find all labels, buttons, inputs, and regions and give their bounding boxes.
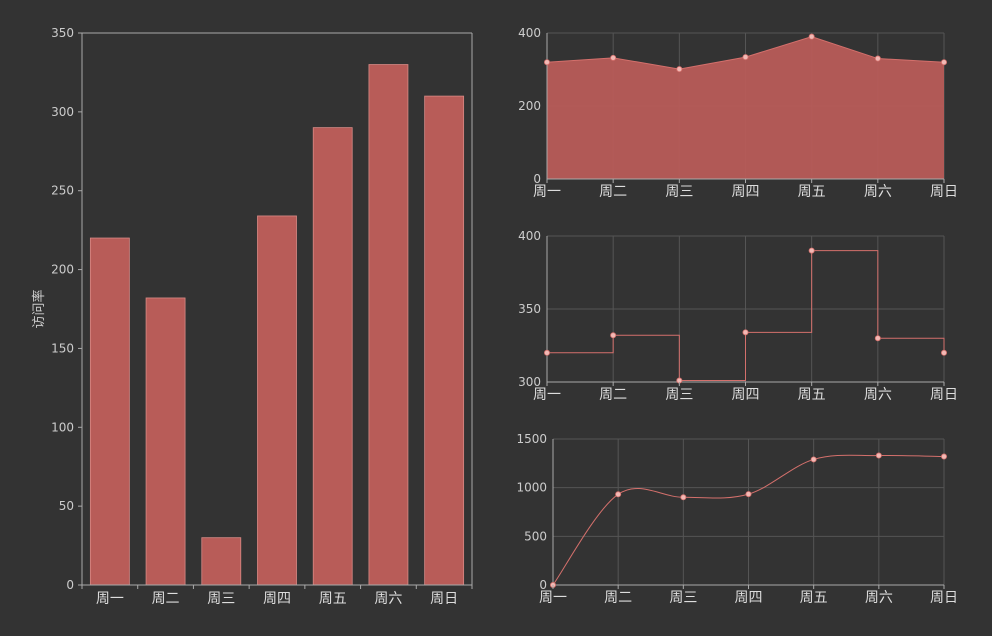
area-chart: 0 200 400 周一 周二 周三 周四 周五 周六 周日 [518, 26, 958, 200]
bar-6 [368, 64, 409, 586]
x-tick-label: 周三 [207, 591, 235, 607]
y-tick-label: 250 [51, 184, 74, 198]
y-axis-label: 访问率 [31, 289, 47, 328]
y-tick-label: 150 [51, 341, 74, 355]
data-point-7 [941, 349, 948, 356]
x-tick-label: 周日 [430, 591, 458, 607]
y-tick-label: 0 [533, 172, 541, 186]
x-tick-label: 周五 [798, 184, 826, 200]
y-tick-label: 350 [518, 302, 541, 316]
y-tick-label: 400 [518, 229, 541, 243]
bar-7 [424, 95, 465, 586]
x-tick-label: 周二 [599, 387, 627, 403]
x-tick-label: 周日 [930, 184, 958, 200]
data-point-2 [610, 54, 617, 61]
x-tick-label: 周四 [732, 184, 760, 200]
x-tick-label: 周五 [798, 387, 826, 403]
x-tick-label: 周三 [665, 387, 693, 403]
y-tick-label: 350 [51, 26, 74, 40]
data-point-2 [610, 332, 617, 339]
y-tick-label: 300 [51, 105, 74, 119]
x-tick-label: 周一 [539, 590, 567, 606]
data-point-3 [680, 494, 687, 501]
y-tick-label: 200 [51, 263, 74, 277]
data-point-1 [544, 349, 551, 356]
x-tick-label: 周四 [732, 387, 760, 403]
x-tick-label: 周二 [604, 590, 632, 606]
bar-3 [201, 537, 242, 586]
y-tick-label: 200 [518, 99, 541, 113]
y-tick-label: 500 [524, 529, 547, 543]
x-tick-label: 周三 [669, 590, 697, 606]
step-line-chart: 300 350 400 周一 周二 周三 周四 周五 周六 周日 [518, 229, 958, 403]
x-tick-label: 周日 [930, 590, 958, 606]
x-tick-label: 周二 [152, 591, 180, 607]
bar-chart-visits: 0 50 100 150 200 250 300 350 周一 周二 周三 周四 周五 周六 周日 访问率 [31, 26, 473, 607]
x-tick-label: 周日 [930, 387, 958, 403]
bar-2 [145, 297, 186, 586]
y-tick-label: 300 [518, 375, 541, 389]
data-point-6 [874, 335, 881, 342]
data-point-7 [941, 453, 948, 460]
y-tick-label: 0 [539, 578, 547, 592]
x-tick-label: 周六 [864, 184, 892, 200]
y-tick-label: 0 [66, 578, 74, 592]
data-point-4 [742, 329, 749, 336]
data-point-5 [808, 247, 815, 254]
data-point-3 [676, 66, 683, 73]
y-tick-label: 1500 [516, 432, 547, 446]
x-tick-label: 周六 [374, 591, 402, 607]
data-point-5 [808, 33, 815, 40]
data-point-2 [615, 491, 622, 498]
y-tick-label: 400 [518, 26, 541, 40]
bar-4 [257, 215, 297, 586]
x-tick-label: 周一 [533, 184, 561, 200]
area-fill [547, 36, 944, 180]
smooth-line-chart: 0 500 1000 1500 周一 周二 周三 周四 周五 周六 周日 [516, 432, 958, 606]
data-point-6 [874, 55, 881, 62]
x-tick-label: 周二 [599, 184, 627, 200]
y-tick-label: 1000 [516, 481, 547, 495]
data-point-4 [742, 54, 749, 61]
y-tick-label: 100 [51, 420, 74, 434]
y-tick-label: 50 [59, 499, 74, 513]
data-point-6 [875, 452, 882, 459]
x-tick-label: 周一 [533, 387, 561, 403]
bar-1 [89, 237, 130, 586]
data-point-7 [941, 59, 948, 66]
x-tick-label: 周三 [665, 184, 693, 200]
x-tick-label: 周四 [263, 591, 291, 607]
x-tick-label: 周五 [319, 591, 347, 607]
x-tick-label: 周六 [864, 387, 892, 403]
bar-5 [312, 127, 353, 586]
x-tick-label: 周四 [735, 590, 763, 606]
data-point-5 [810, 456, 817, 463]
data-point-1 [544, 59, 551, 66]
data-point-4 [745, 491, 752, 498]
x-tick-label: 周六 [865, 590, 893, 606]
x-tick-label: 周一 [96, 591, 124, 607]
x-tick-label: 周五 [800, 590, 828, 606]
